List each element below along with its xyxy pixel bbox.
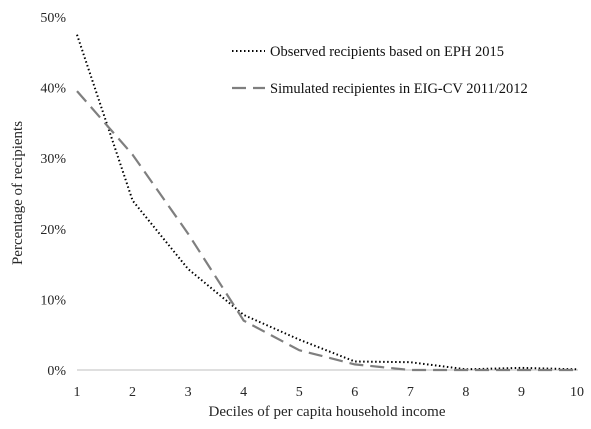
x-tick-label: 8: [462, 385, 469, 400]
x-tick-labels: 1 2 3 4 5 6 7 8 9 10: [74, 385, 585, 400]
series-line-simulated: [76, 90, 577, 372]
x-tick-label: 9: [518, 385, 525, 400]
y-axis-title: Percentage of recipients: [10, 121, 26, 265]
y-tick-label: 40%: [40, 82, 66, 97]
y-tick-labels: 0% 10% 20% 30% 40% 50%: [40, 11, 66, 379]
y-tick-label: 50%: [40, 11, 66, 26]
x-tick-label: 5: [296, 385, 303, 400]
legend-label-simulated: Simulated recipientes in EIG-CV 2011/201…: [270, 81, 528, 97]
x-tick-label: 3: [185, 385, 192, 400]
series-lines: [76, 34, 578, 372]
x-tick-label: 2: [129, 385, 136, 400]
y-tick-label: 0%: [47, 364, 66, 379]
y-tick-label: 20%: [40, 223, 66, 238]
y-tick-label: 30%: [40, 152, 66, 167]
x-tick-label: 10: [570, 385, 584, 400]
x-tick-label: 4: [240, 385, 247, 400]
x-axis-title: Deciles of per capita household income: [209, 404, 446, 420]
x-tick-label: 6: [351, 385, 358, 400]
legend: Observed recipients based on EPH 2015 Si…: [232, 44, 528, 97]
legend-label-observed: Observed recipients based on EPH 2015: [270, 44, 504, 60]
x-tick-label: 7: [407, 385, 414, 400]
y-tick-label: 10%: [40, 293, 66, 308]
x-tick-label: 1: [74, 385, 81, 400]
